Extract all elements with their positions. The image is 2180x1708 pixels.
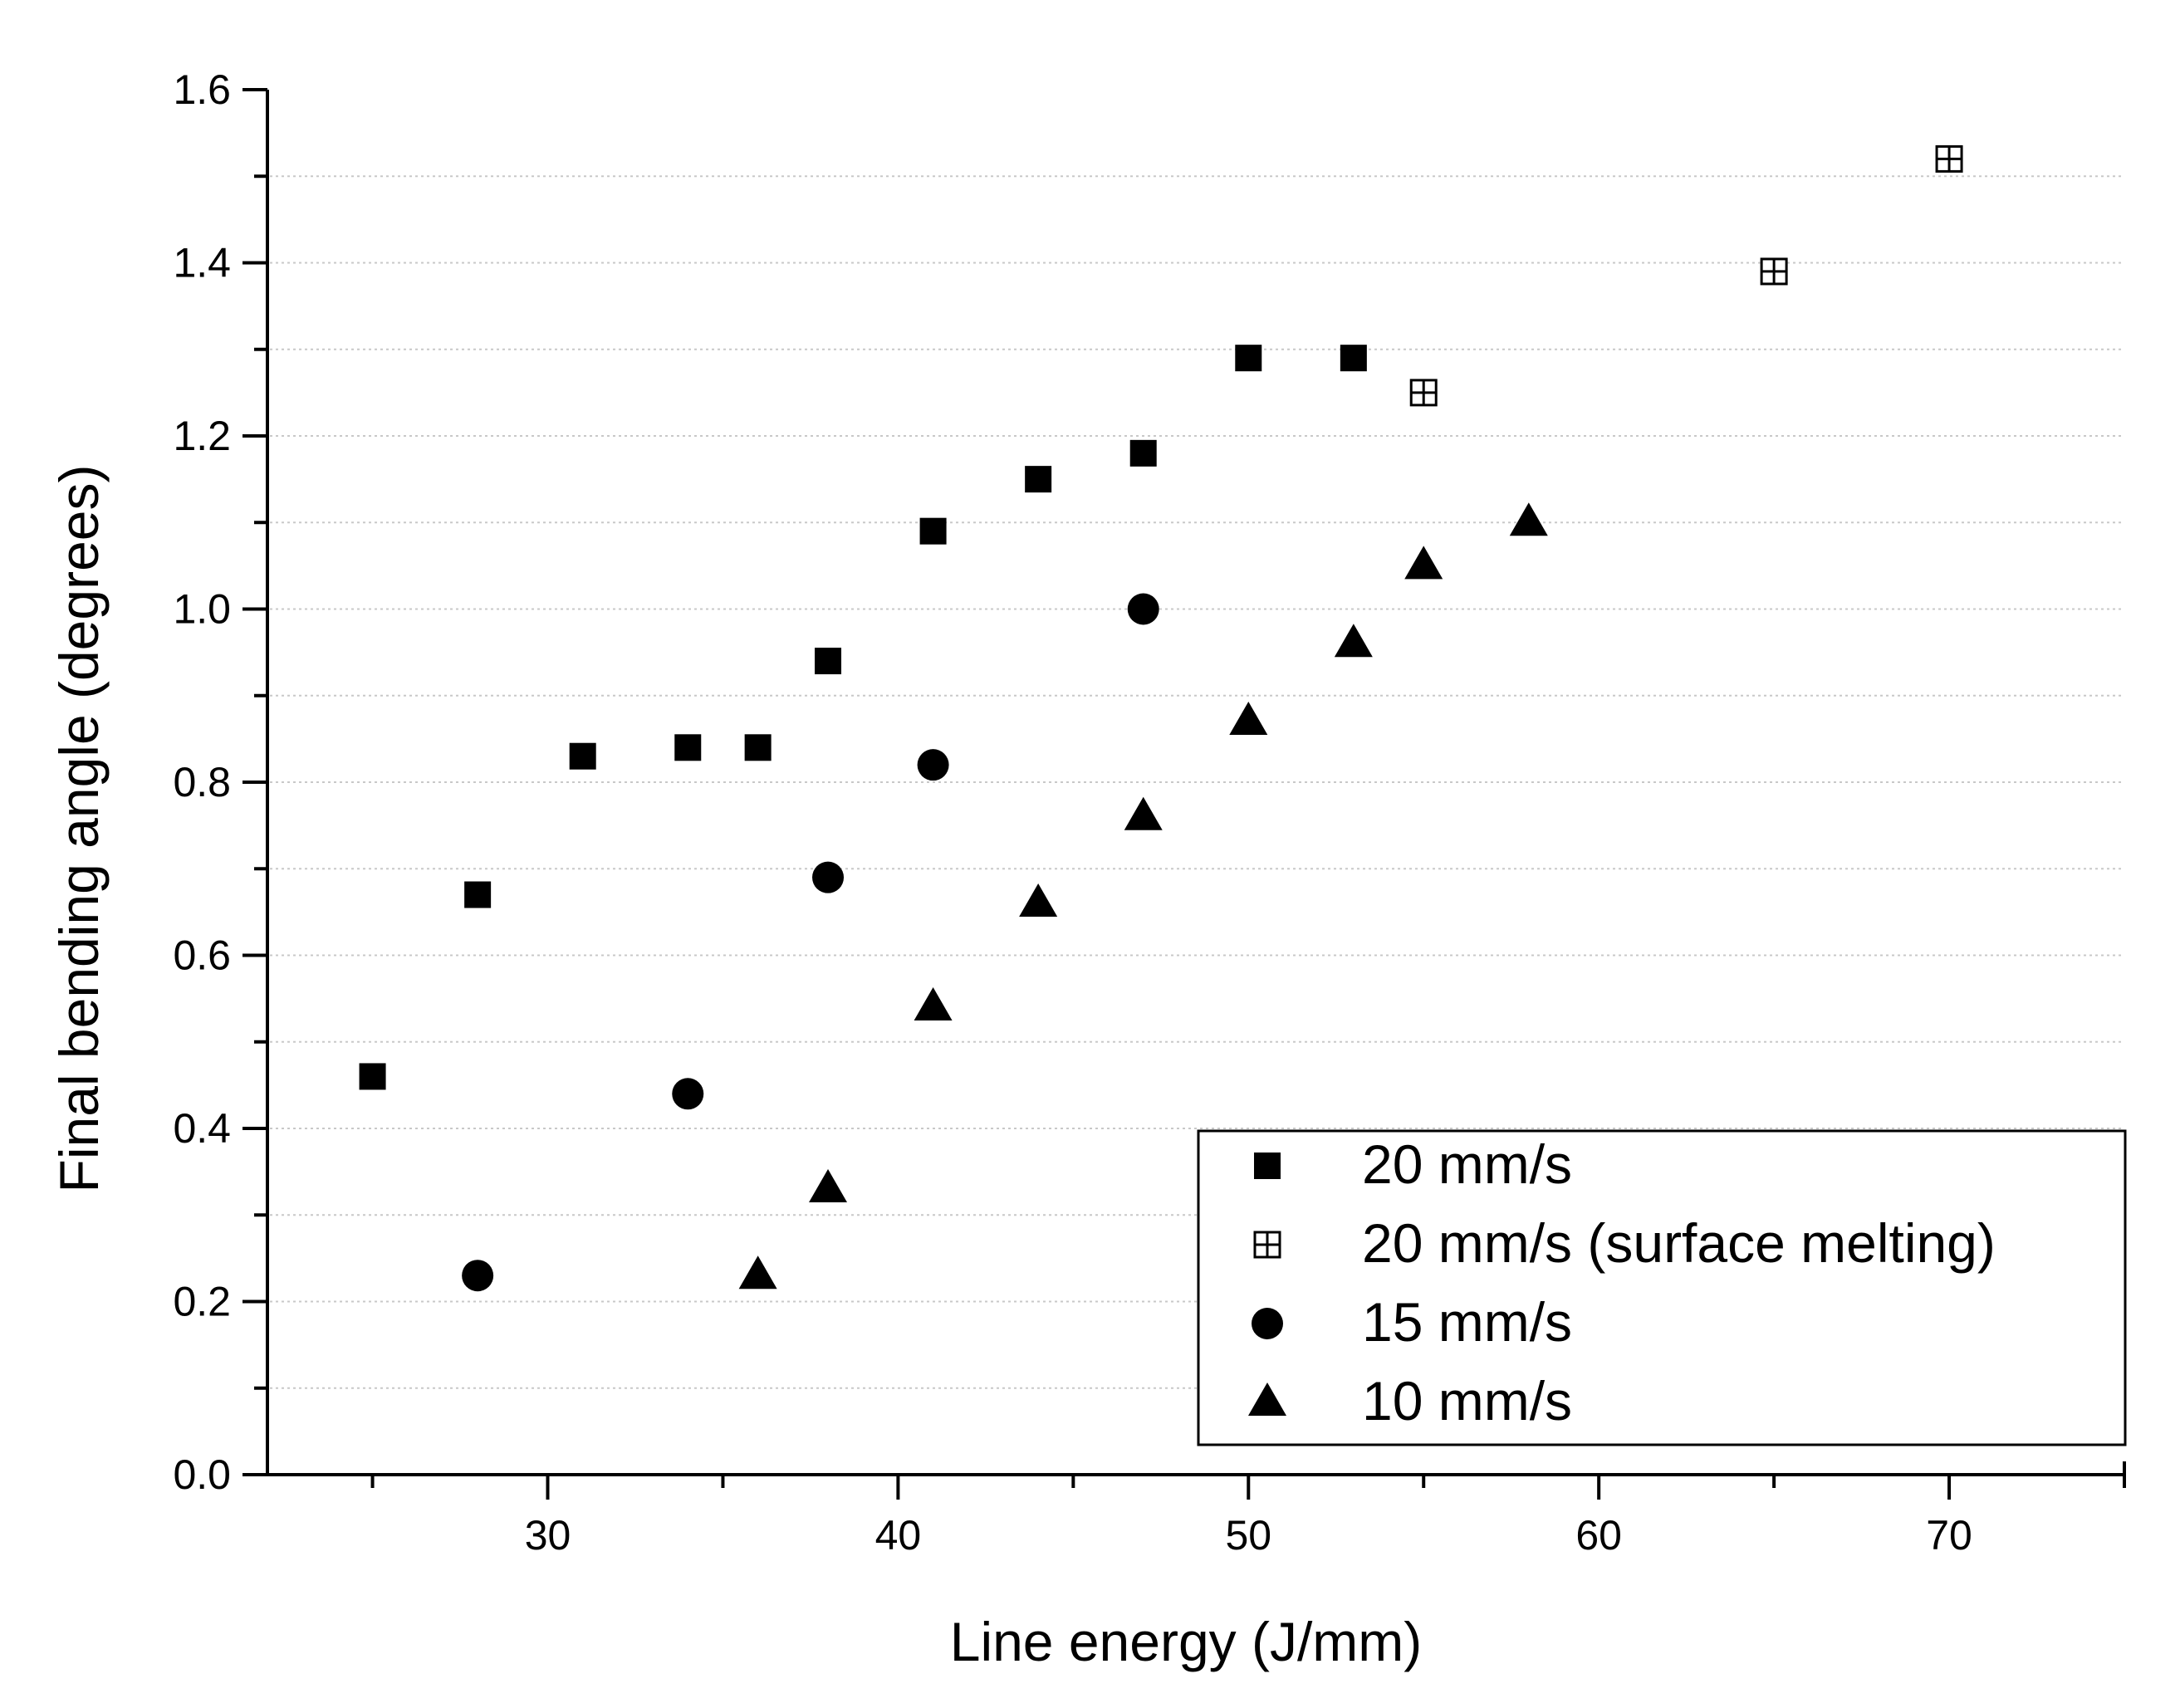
y-tick-label: 1.0 [173,586,231,633]
series-20mms-surface-melting [1409,144,1963,407]
ticks: 0.0 0.2 0.4 0.6 0.8 1.0 1.2 1.4 1.6 30 40 50 60 70 [173,66,2126,1559]
data-point [1129,439,1157,467]
data-point [815,648,842,675]
x-axis-title: Line energy (J/mm) [950,1611,1423,1672]
data-point [1124,796,1163,830]
y-tick-label: 0.2 [173,1279,231,1325]
x-tick-label: 40 [875,1512,922,1559]
data-point [1019,883,1058,917]
data-point [914,987,953,1021]
y-tick-label: 1.4 [173,240,231,286]
data-point [744,734,772,761]
legend-label-20mms: 20 mm/s [1362,1133,1572,1195]
x-tick-label: 30 [525,1512,571,1559]
series-20mms [359,345,1367,1090]
data-point [1404,546,1443,580]
data-point [462,1260,494,1292]
data-point [1229,702,1268,736]
y-tick-label: 0.8 [173,759,231,805]
data-point [1509,502,1548,536]
data-point [1025,466,1052,493]
legend-label-20mms-surface-melting: 20 mm/s (surface melting) [1362,1212,1996,1274]
data-point [738,1255,777,1290]
y-tick-label: 1.2 [173,413,231,459]
data-point [1340,345,1367,372]
gridlines [270,175,2122,1389]
legend: 20 mm/s 20 mm/s (surface melting) 15 mm/… [1197,1129,2127,1446]
series-10mms [738,502,1548,1290]
x-tick-label: 50 [1225,1512,1271,1559]
data-points [359,144,1963,1292]
data-point [812,861,845,893]
data-point [1409,379,1438,407]
y-tick-label: 0.0 [173,1451,231,1498]
data-point [919,517,947,545]
x-tick-label: 60 [1575,1512,1622,1559]
legend-markers [1248,1153,1286,1416]
data-point [1760,257,1788,286]
x-tick-label: 70 [1926,1512,1972,1559]
data-point [809,1168,848,1202]
data-point [1127,593,1159,625]
legend-box [1197,1129,2127,1446]
series-15mms [462,593,1159,1292]
data-point [1935,144,1963,173]
legend-marker [1248,1383,1286,1416]
data-point [569,742,596,770]
data-point [1235,345,1262,372]
legend-marker [1252,1308,1283,1339]
data-point [674,734,702,761]
data-point [464,881,492,908]
data-point [917,749,949,781]
legend-label-15mms: 15 mm/s [1362,1291,1572,1353]
legend-marker [1254,1153,1281,1179]
data-point [1334,624,1373,658]
y-tick-label: 0.6 [173,932,231,979]
data-point [672,1078,704,1110]
legend-marker [1253,1231,1281,1259]
legend-label-10mms: 10 mm/s [1362,1370,1572,1431]
data-point [359,1063,386,1090]
y-tick-label: 1.6 [173,66,231,113]
y-axis-title: Final bending angle (degrees) [48,465,110,1193]
y-tick-label: 0.4 [173,1105,231,1152]
